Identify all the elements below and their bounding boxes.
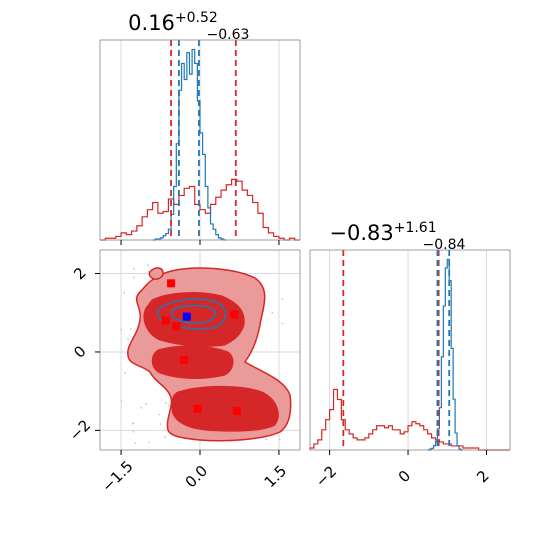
scatter-contours bbox=[120, 264, 292, 445]
scatter-panel: −1.5 0.0 1.5 −2 0 2 bbox=[66, 249, 301, 496]
panel-2-xtick-label-1: 0 bbox=[395, 467, 414, 486]
panel-1-hist-series-a bbox=[100, 178, 300, 241]
panel-1-hist-series-b bbox=[152, 48, 227, 241]
panel-2-title-upper: +1.61 bbox=[394, 220, 437, 236]
panel-2-quantile-lines bbox=[342, 250, 451, 450]
sample-dot-21 bbox=[132, 430, 135, 433]
sample-dot-36 bbox=[165, 402, 167, 404]
panel-1-quantile-lines bbox=[170, 40, 237, 240]
scatter-ytick-label-1: 0 bbox=[70, 342, 89, 361]
sample-dot-44 bbox=[164, 436, 167, 439]
sample-dot-69 bbox=[120, 400, 123, 402]
panel-2-hist-series-a bbox=[309, 388, 510, 451]
sample-dot-16 bbox=[148, 441, 150, 444]
sample-dot-65 bbox=[147, 264, 149, 267]
sample-dot-11 bbox=[278, 438, 281, 441]
sample-dot-45 bbox=[120, 328, 123, 331]
panel-1-title-value: 0.16 bbox=[128, 11, 175, 35]
scatter-ytick-label-2: 2 bbox=[70, 264, 89, 283]
contour-inner-mid bbox=[151, 345, 234, 380]
sample-dot-74 bbox=[132, 422, 135, 425]
marker-a-4 bbox=[193, 404, 202, 413]
hist-panel-2: −0.83+1.61 −0.84 −2 0 2 bbox=[309, 220, 511, 491]
panel-2-xtick-label-0: −2 bbox=[312, 462, 340, 490]
panel-1-title-lower: −0.63 bbox=[207, 27, 250, 43]
sample-dot-22 bbox=[159, 423, 162, 425]
scatter-xtick-label-0: −1.5 bbox=[98, 457, 136, 495]
marker-a-6 bbox=[232, 406, 241, 415]
marker-a-5 bbox=[230, 310, 239, 319]
panel-2-xtick-label-2: 2 bbox=[473, 467, 492, 486]
sample-dot-28 bbox=[127, 338, 129, 341]
sample-dot-77 bbox=[124, 372, 126, 374]
scatter-ytick-label-0: −2 bbox=[66, 416, 94, 444]
sample-dot-37 bbox=[265, 438, 267, 441]
sample-dot-5 bbox=[167, 404, 170, 407]
panel-2-frame bbox=[309, 249, 511, 451]
panel-2-hist-series-b bbox=[427, 258, 463, 451]
sample-dot-19 bbox=[145, 403, 148, 405]
sample-dot-62 bbox=[130, 328, 132, 330]
contour-island bbox=[148, 267, 164, 280]
sample-dot-13 bbox=[281, 298, 284, 300]
marker-a-3 bbox=[180, 355, 189, 364]
panel-2-histograms bbox=[309, 258, 510, 451]
panel-2-title: −0.83+1.61 −0.84 bbox=[329, 220, 465, 253]
panel-1-title: 0.16+0.52 −0.63 bbox=[128, 10, 249, 43]
scatter-xtick-label-2: 1.5 bbox=[261, 462, 291, 492]
sample-dot-52 bbox=[123, 291, 125, 294]
panel-2-ticks: −2 0 2 bbox=[312, 450, 493, 491]
sample-dot-47 bbox=[134, 442, 137, 445]
hist-panel-1: 0.16+0.52 −0.63 bbox=[99, 10, 301, 245]
sample-dot-51 bbox=[271, 311, 274, 314]
scatter-markers bbox=[161, 279, 241, 415]
panel-2-grid bbox=[329, 250, 487, 450]
panel-1-title-upper: +0.52 bbox=[175, 10, 218, 26]
marker-a-1 bbox=[161, 316, 170, 325]
panel-1-histograms bbox=[100, 48, 300, 241]
contour-blue-outer bbox=[156, 298, 227, 330]
sample-dot-75 bbox=[133, 276, 136, 279]
marker-a-2 bbox=[172, 322, 181, 331]
sample-dot-55 bbox=[158, 413, 161, 416]
sample-dot-50 bbox=[140, 406, 143, 409]
contour-inner-top bbox=[143, 292, 245, 347]
panel-2-title-value: −0.83 bbox=[329, 221, 393, 245]
marker-b-0 bbox=[182, 312, 191, 321]
sample-dot-30 bbox=[281, 322, 284, 325]
contour-blue-inner bbox=[171, 304, 216, 324]
panel-2-title-lower: −0.84 bbox=[423, 237, 466, 253]
contour-inner-bottom bbox=[171, 385, 279, 432]
sample-dot-57 bbox=[133, 267, 135, 270]
scatter-xtick-label-1: 0.0 bbox=[182, 462, 212, 492]
marker-a-0 bbox=[167, 279, 176, 288]
panel-1-ticks bbox=[120, 240, 280, 245]
